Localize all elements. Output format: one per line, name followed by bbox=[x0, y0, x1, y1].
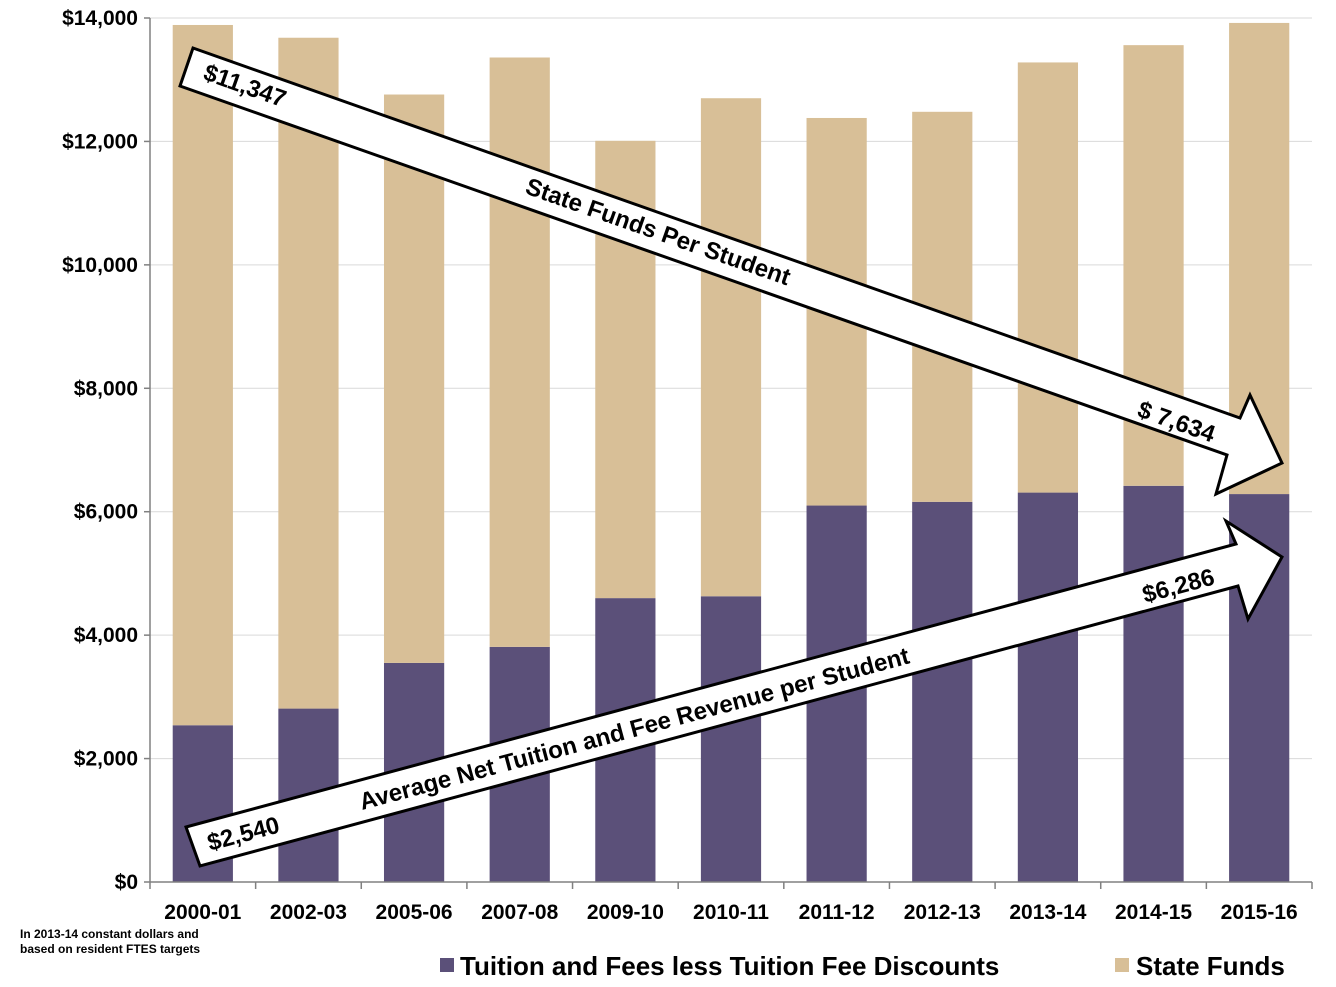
bar-state-funds-2007-08 bbox=[489, 57, 550, 647]
y-tick-label: $2,000 bbox=[74, 748, 138, 771]
bar-state-funds-2010-11 bbox=[700, 98, 762, 597]
bar-tuition-2010-11 bbox=[700, 596, 762, 882]
y-tick-label: $6,000 bbox=[74, 501, 138, 524]
x-tick-label: 2015-16 bbox=[1221, 901, 1298, 924]
state-funds-arrow-shape bbox=[178, 46, 1284, 497]
legend-swatch-tuition bbox=[440, 958, 454, 972]
x-tick-labels: 2000-01 2002-03 2005-06 2007-08 2009-10 2010-… bbox=[164, 901, 1297, 924]
x-tick-label: 2012-13 bbox=[904, 901, 981, 924]
bar-state-funds-2000-01 bbox=[172, 24, 233, 726]
legend: Tuition and Fees less Tuition Fee Discou… bbox=[440, 951, 1285, 981]
y-tick-label: $10,000 bbox=[62, 254, 138, 277]
legend-swatch-state-funds bbox=[1115, 958, 1129, 972]
legend-label-state-funds: State Funds bbox=[1136, 951, 1285, 981]
bar-state-funds-2002-03 bbox=[278, 37, 339, 709]
x-tick-label: 2000-01 bbox=[164, 901, 241, 924]
bar-tuition-2012-13 bbox=[912, 501, 973, 882]
x-tick-label: 2009-10 bbox=[587, 901, 664, 924]
x-tick-label: 2011-12 bbox=[799, 901, 875, 924]
axes bbox=[144, 17, 1313, 889]
y-tick-label: $4,000 bbox=[74, 624, 138, 647]
footnote-line-2: based on resident FTES targets bbox=[20, 942, 200, 956]
bar-tuition-2013-14 bbox=[1017, 492, 1079, 882]
bar-state-funds-2005-06 bbox=[383, 94, 445, 663]
x-tick-label: 2013-14 bbox=[1009, 901, 1086, 924]
y-tick-label: $12,000 bbox=[62, 130, 138, 153]
footnote-line-1: In 2013-14 constant dollars and bbox=[20, 927, 199, 941]
legend-label-tuition: Tuition and Fees less Tuition Fee Discou… bbox=[460, 951, 999, 981]
bar-tuition-2014-15 bbox=[1123, 485, 1184, 882]
tuition-arrow-shape bbox=[184, 517, 1284, 868]
x-tick-label: 2005-06 bbox=[376, 901, 453, 924]
y-tick-label: $8,000 bbox=[74, 377, 138, 400]
x-tick-label: 2007-08 bbox=[481, 901, 558, 924]
x-tick-label: 2002-03 bbox=[270, 901, 347, 924]
y-tick-label: $14,000 bbox=[62, 7, 138, 30]
x-tick-label: 2014-15 bbox=[1115, 901, 1192, 924]
x-tick-label: 2010-11 bbox=[693, 901, 769, 924]
bar-state-funds-2013-14 bbox=[1017, 62, 1079, 493]
bars bbox=[172, 22, 1290, 882]
y-tick-labels: $0 $2,000 $4,000 $6,000 $8,000 $10,000 $12,000… bbox=[62, 7, 138, 894]
y-tick-label: $0 bbox=[115, 871, 138, 894]
